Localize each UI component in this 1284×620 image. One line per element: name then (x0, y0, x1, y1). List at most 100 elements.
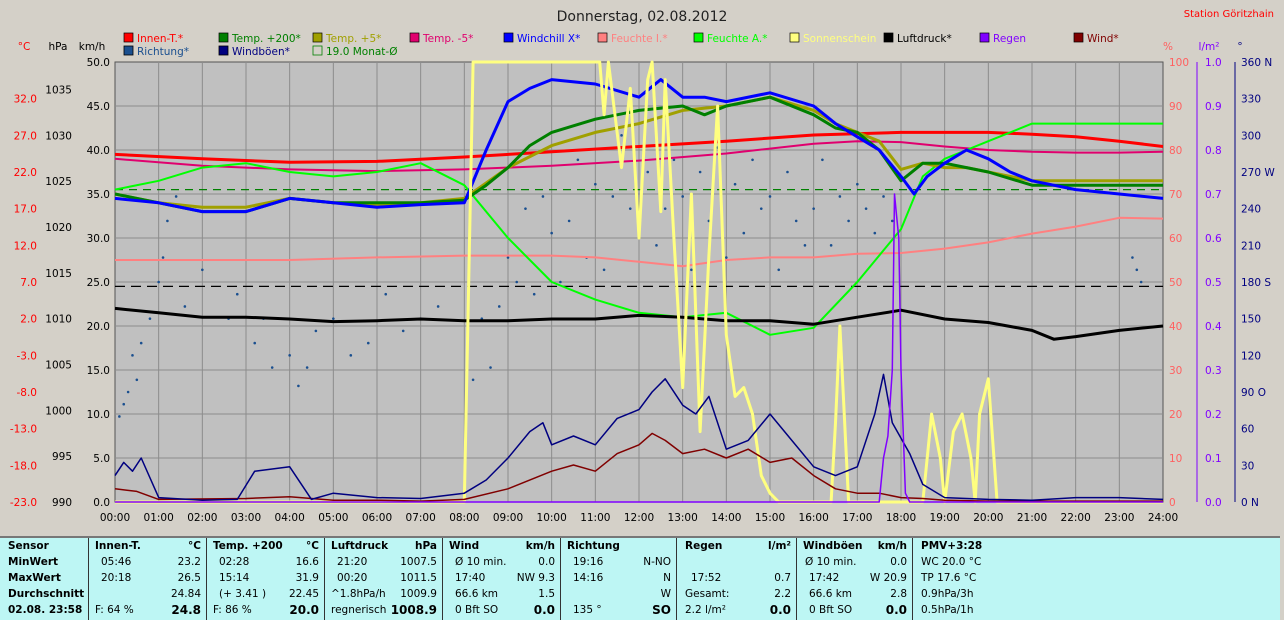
regen-row4-value: 0.0 (769, 603, 791, 617)
direction-point (270, 366, 274, 369)
time-tick-label: 19:00 (930, 512, 960, 524)
wind-row3-value: 1.5 (538, 588, 555, 600)
time-tick-label: 17:00 (842, 512, 872, 524)
legend-swatch (883, 32, 894, 43)
series-windchill-x-line (114, 78, 1164, 214)
direction-point (314, 329, 318, 333)
time-tick-label: 14:00 (711, 512, 741, 524)
kmh-tick-label: 0.0 (93, 497, 110, 509)
time-tick-label: 08:00 (449, 512, 479, 524)
deg-tick-label: 180 S (1241, 277, 1271, 289)
hpa-tick-label: 1000 (45, 405, 72, 417)
wind-row4-label: 0 Bft SO (455, 604, 499, 616)
stats-wind-column: Wind km/h Ø 10 min. 0.0 17:40 NW 9.3 66.6 k… (442, 538, 561, 620)
direction-point (751, 158, 754, 162)
deg-tick-label: 120 (1241, 350, 1261, 362)
kmh-tick-label: 10.0 (87, 409, 110, 421)
time-tick-label: 23:00 (1104, 512, 1134, 524)
legend-label: Richtung* (137, 46, 189, 58)
legend-label: Feuchte I.* (611, 33, 668, 45)
kmh-tick-label: 15.0 (87, 365, 110, 377)
direction-point (366, 341, 370, 345)
legend-swatch (409, 32, 420, 43)
statistics-panel: Sensor MinWert MaxWert Durchschnitt 02.0… (0, 536, 1280, 620)
hpa-tick-label: 1030 (45, 130, 72, 142)
time-tick-label: 07:00 (406, 512, 436, 524)
legend-swatch (218, 45, 229, 56)
stats-innen-column: Innen-T. °C 05:46 23.2 20:18 26.5 24.84 F: … (88, 538, 207, 620)
lm2-tick-label: 0.2 (1205, 409, 1222, 421)
innen-max-value: 26.5 (177, 572, 201, 584)
series-feuchte-i-line (115, 216, 1164, 268)
hpa-tick-label: 995 (52, 451, 72, 463)
stats-sensor-column: Sensor MinWert MaxWert Durchschnitt 02.0… (0, 538, 88, 620)
direction-point (759, 207, 763, 210)
legend-label: Temp. +5* (325, 33, 381, 45)
direction-point (882, 195, 885, 198)
kmh-tick-label: 50.0 (87, 57, 110, 69)
hpa-tick-label: 1035 (45, 85, 72, 97)
direction-point (777, 268, 781, 272)
direction-point (161, 256, 165, 259)
wind-row2-value: NW 9.3 (516, 572, 555, 584)
time-tick-label: 21:00 (1017, 512, 1047, 524)
direction-point (786, 170, 789, 174)
innen-avg-value: 24.84 (170, 588, 201, 600)
series-luftdruck-line (114, 306, 1164, 341)
boeen-row3-label: 66.6 km (809, 588, 853, 600)
lm2-tick-label: 0.3 (1205, 365, 1222, 377)
legend-swatch (312, 45, 323, 56)
temp-current-extra: F: 86 % (213, 604, 252, 616)
pmv-row2: TP 17.6 °C (921, 572, 977, 584)
direction-point (1131, 256, 1134, 259)
hpa-tick-label: 1020 (45, 222, 72, 234)
current-label: 02.08. 23:58 (8, 604, 83, 616)
direction-point (611, 195, 615, 198)
direction-point (401, 329, 405, 333)
direction-point (655, 244, 658, 247)
hpa-tick-label: 1025 (45, 176, 72, 188)
legend-label: Temp. +200* (231, 33, 301, 45)
deg-tick-label: 330 (1241, 94, 1261, 106)
temp-avg-extra: (+ 3.41 ) (219, 588, 267, 600)
avg-label: Durchschnitt (8, 588, 85, 600)
richtung-row2-value: N (663, 572, 671, 584)
direction-point (594, 182, 597, 186)
lm2-tick-label: 0.7 (1205, 189, 1222, 201)
boeen-row4-label: 0 Bft SO (809, 604, 853, 616)
wind-row3-label: 66.6 km (455, 588, 499, 600)
hpa-tick-label: 990 (52, 497, 72, 509)
lm2-tick-label: 0.5 (1205, 277, 1222, 289)
innen-unit: °C (188, 540, 201, 552)
direction-point (698, 170, 702, 174)
legend-label: Temp. -5* (422, 33, 473, 45)
temp-tick-label: 22.0 (14, 167, 37, 179)
series-temp-5-line (114, 140, 1164, 173)
series-windb-en-line (114, 373, 1164, 501)
lm2-tick-label: 1.0 (1205, 57, 1222, 69)
stats-druck-column: Luftdruck hPa 21:20 1007.5 00:20 1011.5 ^1.… (324, 538, 443, 620)
kmh-tick-label: 30.0 (87, 233, 110, 245)
pct-tick-label: 40 (1169, 321, 1182, 333)
druck-current-extra: regnerisch (331, 604, 387, 616)
boeen-row4-value: 0.0 (885, 603, 907, 617)
min-label: MinWert (8, 556, 59, 568)
direction-point (489, 366, 492, 369)
deg-tick-label: 300 (1241, 130, 1261, 142)
legend-swatch (503, 32, 514, 43)
wind-row1-value: 0.0 (538, 556, 555, 568)
direction-point (821, 158, 824, 162)
innen-min-time: 05:46 (101, 556, 132, 568)
time-tick-label: 06:00 (362, 512, 392, 524)
pmv-row4: 0.5hPa/1h (921, 604, 974, 616)
richtung-row1-value: N-NO (643, 556, 671, 568)
direction-point (201, 268, 204, 272)
legend-label: Luftdruck* (897, 33, 952, 45)
legend-swatch (312, 32, 323, 43)
innen-max-time: 20:18 (101, 572, 132, 584)
deg-tick-label: 150 (1241, 314, 1261, 326)
legend-swatch (979, 32, 990, 43)
series-innen-t-line (114, 130, 1164, 164)
time-tick-label: 10:00 (537, 512, 567, 524)
direction-point (166, 219, 169, 223)
